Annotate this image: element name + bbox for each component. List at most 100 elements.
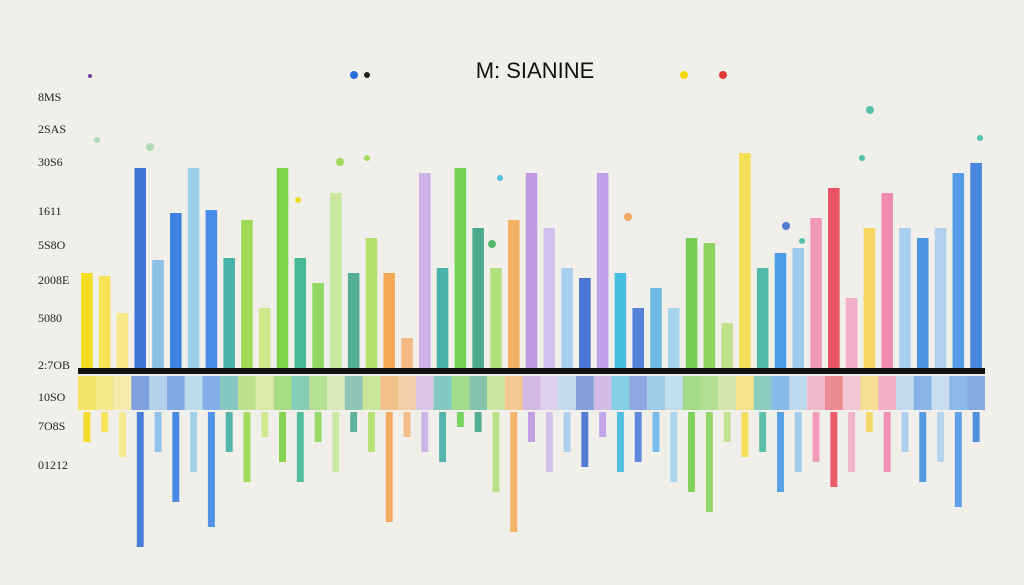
band-cell <box>718 376 737 410</box>
lower-bar <box>848 412 856 472</box>
lower-bar <box>581 412 589 467</box>
band-cell <box>131 376 150 410</box>
dot <box>799 238 805 244</box>
dot <box>488 240 496 248</box>
bar <box>614 273 627 368</box>
band-cell <box>522 376 541 410</box>
bar <box>134 168 147 368</box>
bar <box>187 168 200 368</box>
band-cell <box>184 376 203 410</box>
lower-bar <box>456 412 464 427</box>
band-cell <box>344 376 363 410</box>
band-cell <box>629 376 648 410</box>
lower-bar <box>741 412 749 457</box>
lower-bar <box>421 412 429 452</box>
band-cell <box>842 376 861 410</box>
lower-bar <box>83 412 91 442</box>
band-cell <box>326 376 345 410</box>
band-cell <box>593 376 612 410</box>
lower-bar <box>688 412 696 492</box>
bar <box>632 308 644 368</box>
bar <box>881 193 893 368</box>
dot <box>782 222 790 230</box>
bar <box>419 173 431 368</box>
lower-bar <box>190 412 198 472</box>
band-cell <box>700 376 719 410</box>
lower-bar <box>332 412 340 472</box>
band-cell <box>824 376 843 410</box>
lower-bar <box>972 412 980 442</box>
lower-bar <box>154 412 162 452</box>
bar <box>205 210 218 368</box>
bar <box>401 338 413 368</box>
y-label: 10SO <box>38 390 66 404</box>
band-cell <box>736 376 754 410</box>
lower-bar <box>865 412 873 432</box>
bar <box>116 313 129 368</box>
y-label: 2008E <box>38 273 69 287</box>
bar <box>970 163 982 368</box>
band-cell <box>664 376 683 410</box>
bar <box>667 308 680 368</box>
bar <box>739 153 751 368</box>
band-line <box>78 368 985 374</box>
lower-bar <box>652 412 660 452</box>
band-cell <box>504 376 523 410</box>
bar <box>685 238 698 368</box>
bar <box>845 298 858 368</box>
bar <box>294 258 307 368</box>
bar <box>579 278 591 368</box>
band-cell <box>220 376 239 410</box>
band-cell <box>433 376 452 410</box>
dot <box>364 155 370 161</box>
bar <box>258 308 271 368</box>
y-label: 01212 <box>38 458 68 472</box>
band-cell <box>113 376 132 410</box>
lower-bar <box>225 412 233 452</box>
band-cell <box>202 376 221 410</box>
lower-bar <box>136 412 144 547</box>
dot <box>336 158 344 166</box>
lower-bar <box>403 412 411 437</box>
band-cell <box>807 376 825 410</box>
band-cell <box>380 376 399 410</box>
band-cell <box>487 376 505 410</box>
band-cell <box>273 376 292 410</box>
bar <box>241 220 253 368</box>
band-cell <box>78 376 96 410</box>
lower-bar <box>830 412 838 487</box>
lower-bar <box>261 412 269 437</box>
bar <box>507 220 520 368</box>
lower-bar <box>954 412 962 507</box>
band-cell <box>398 376 416 410</box>
bar <box>952 173 965 368</box>
lower-bar <box>883 412 891 472</box>
band-cell <box>931 376 950 410</box>
bar <box>596 173 609 368</box>
bar <box>828 188 840 368</box>
lower-bar <box>794 412 802 472</box>
bar <box>525 173 538 368</box>
lower-bar <box>616 412 624 472</box>
bar <box>170 213 182 368</box>
legend-dot <box>680 71 688 79</box>
lower-bar <box>118 412 126 457</box>
legend-dot <box>364 72 370 78</box>
band-cell <box>575 376 594 410</box>
lower-bar <box>919 412 927 482</box>
y-label: 8MS <box>38 90 61 104</box>
band-cell <box>255 376 274 410</box>
bar <box>454 168 467 368</box>
lower-bar <box>563 412 571 452</box>
bar <box>383 273 396 368</box>
lower-bar <box>937 412 945 462</box>
bar <box>365 238 378 368</box>
band-cell <box>611 376 630 410</box>
dot <box>859 155 865 161</box>
lower-bar <box>759 412 767 452</box>
bar <box>543 228 556 368</box>
bar <box>347 273 360 368</box>
band-cell <box>415 376 434 410</box>
lower-bar <box>510 412 518 532</box>
